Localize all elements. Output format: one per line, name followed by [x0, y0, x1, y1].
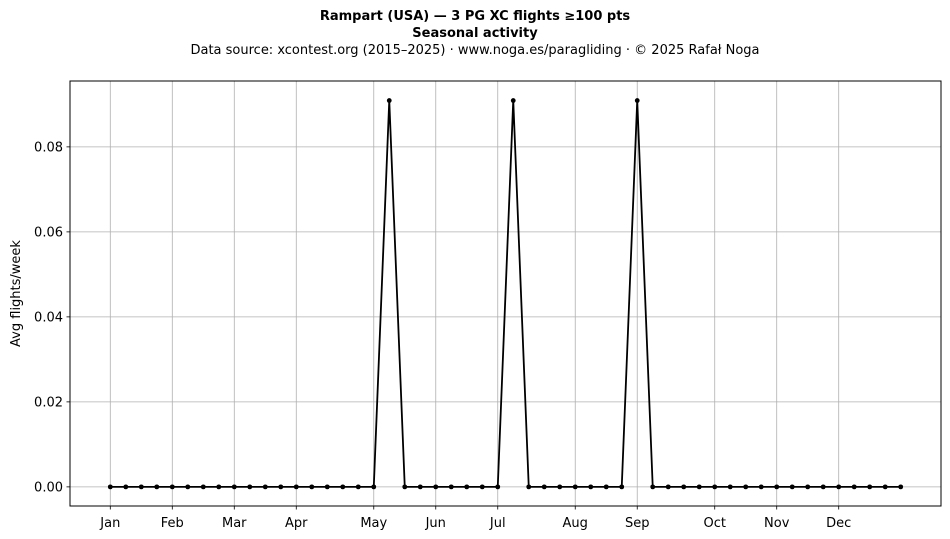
y-tick-label: 0.08 [34, 140, 63, 155]
data-point [619, 484, 625, 490]
x-tick-label: Jun [425, 516, 446, 531]
x-tick-label: Nov [764, 516, 790, 531]
chart-subtitle: Seasonal activity [412, 26, 538, 41]
data-point [541, 484, 547, 490]
data-point [634, 98, 640, 103]
data-point [696, 484, 702, 490]
data-point [169, 484, 175, 490]
data-point [340, 484, 346, 490]
y-tick-label: 0.00 [34, 480, 63, 495]
data-point [355, 484, 361, 490]
data-point [386, 98, 392, 103]
data-point [557, 484, 563, 490]
data-point [665, 484, 671, 490]
data-point [309, 484, 315, 490]
data-point [138, 484, 144, 490]
data-point [836, 484, 842, 490]
data-point [262, 484, 268, 490]
y-tick-label: 0.06 [34, 225, 63, 240]
x-tick-label: Mar [222, 516, 247, 531]
data-point [867, 484, 873, 490]
data-point [278, 484, 284, 490]
data-point [479, 484, 485, 490]
data-point [898, 484, 904, 490]
data-point [712, 484, 718, 490]
data-point [324, 484, 330, 490]
x-tick-label: Oct [703, 516, 725, 531]
data-point [417, 484, 423, 490]
data-point [758, 484, 764, 490]
data-point [154, 484, 160, 490]
data-point [820, 484, 826, 490]
data-point [743, 484, 749, 490]
data-point [402, 484, 408, 490]
data-point [247, 484, 253, 490]
data-point [882, 484, 888, 490]
data-point [231, 484, 237, 490]
data-point [526, 484, 532, 490]
x-tick-label: Jan [99, 516, 120, 531]
data-point [603, 484, 609, 490]
data-point [588, 484, 594, 490]
data-point [851, 484, 857, 490]
y-tick-label: 0.02 [34, 395, 63, 410]
x-tick-label: Jul [489, 516, 506, 531]
x-tick-label: Apr [285, 516, 308, 531]
x-tick-label: Dec [826, 516, 851, 531]
data-point [433, 484, 439, 490]
y-tick-label: 0.04 [34, 310, 63, 325]
x-tick-label: Sep [625, 516, 650, 531]
data-point [448, 484, 454, 490]
data-point [572, 484, 578, 490]
chart-title: Rampart (USA) — 3 PG XC flights ≥100 pts [319, 9, 631, 24]
series-line [110, 99, 901, 488]
x-tick-label: Feb [161, 516, 184, 531]
data-point [107, 484, 113, 490]
data-point [123, 484, 129, 490]
data-point [216, 484, 222, 490]
data-point [185, 484, 191, 490]
data-point [200, 484, 206, 490]
axis-ticks: 0.00 0.02 0.04 0.06 0.08 Jan Feb Mar Apr May Jun Ju… [34, 140, 851, 531]
data-point [681, 484, 687, 490]
chart-source-line: Data source: xcontest.org (2015–2025) · … [190, 43, 760, 58]
data-point [510, 98, 516, 103]
data-point [789, 484, 795, 490]
data-point [650, 484, 656, 490]
series-line-group [110, 99, 901, 488]
plot-frame [69, 80, 942, 507]
data-point [293, 484, 299, 490]
data-point [495, 484, 501, 490]
data-point [727, 484, 733, 490]
x-tick-label: Aug [563, 516, 588, 531]
data-point [371, 484, 377, 490]
data-point [774, 484, 780, 490]
data-point [464, 484, 470, 490]
x-tick-label: May [360, 516, 387, 531]
data-point [805, 484, 811, 490]
y-axis-label: Avg flights/week [9, 240, 24, 347]
data-points [107, 98, 904, 490]
